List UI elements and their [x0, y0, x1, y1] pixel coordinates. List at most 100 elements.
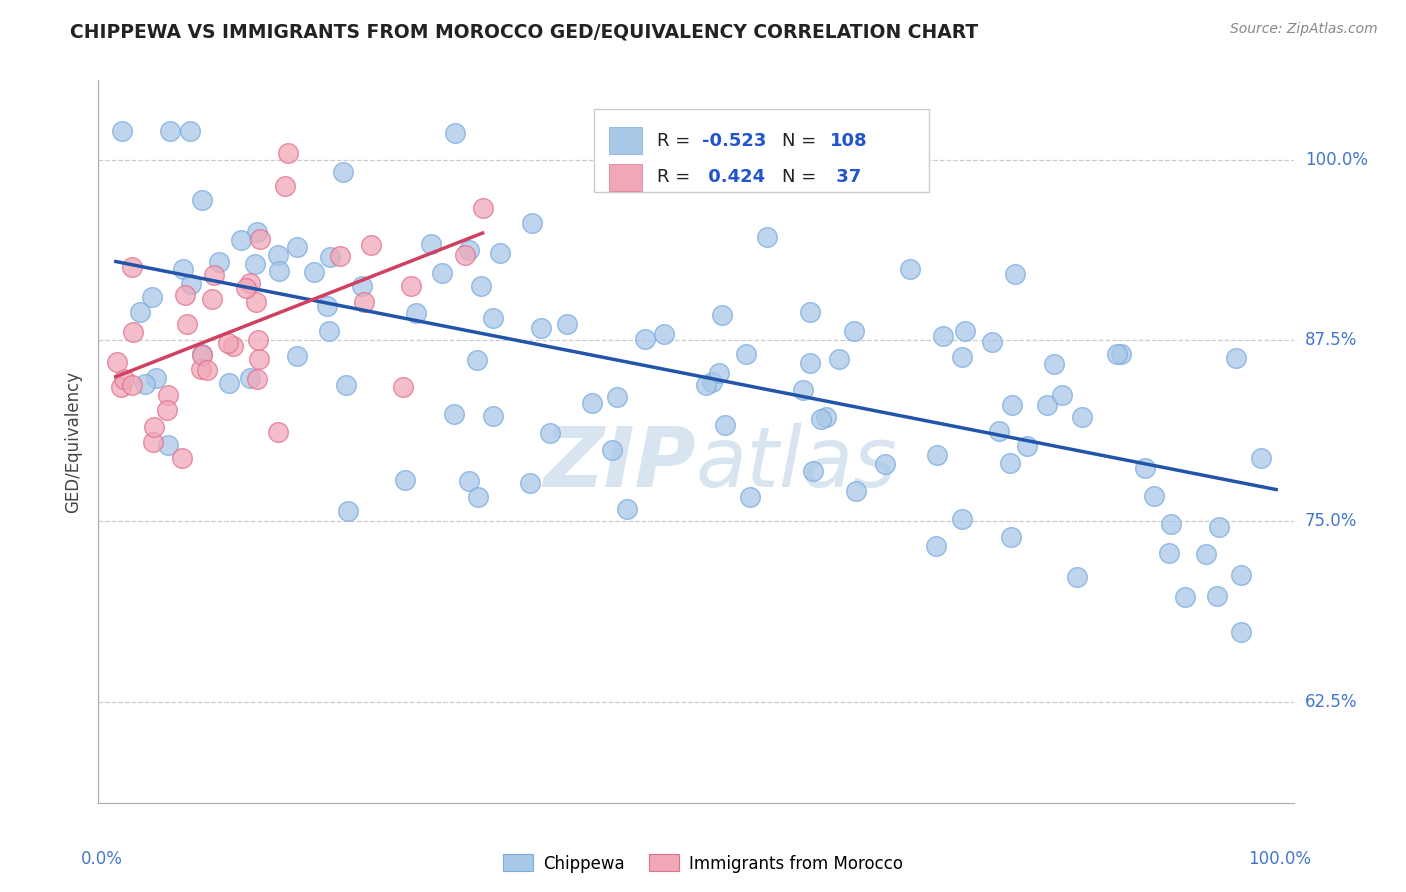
Point: [1015, 439, 1038, 453]
Point: [318, 324, 340, 338]
Point: [156, 403, 179, 417]
Point: [443, 126, 465, 140]
Legend: Chippewa, Immigrants from Morocco: Chippewa, Immigrants from Morocco: [496, 847, 910, 880]
Point: [222, 339, 245, 353]
Point: [799, 305, 821, 319]
Point: [319, 250, 342, 264]
Point: [239, 276, 262, 290]
Point: [274, 179, 297, 194]
Point: [457, 474, 479, 488]
Point: [520, 217, 543, 231]
Point: [927, 449, 949, 463]
Point: [266, 425, 288, 439]
Point: [1135, 461, 1157, 475]
Point: [530, 321, 553, 335]
Point: [336, 504, 359, 518]
Point: [538, 425, 561, 440]
Point: [925, 539, 948, 553]
Point: [801, 464, 824, 478]
Point: [302, 265, 325, 279]
Point: [1157, 546, 1180, 560]
Point: [145, 370, 167, 384]
FancyBboxPatch shape: [609, 127, 643, 154]
Point: [179, 124, 201, 138]
Text: 62.5%: 62.5%: [1305, 693, 1357, 711]
Point: [112, 372, 135, 386]
Point: [1050, 388, 1073, 402]
Point: [898, 262, 921, 277]
Point: [1250, 450, 1272, 465]
Point: [810, 412, 832, 426]
Point: [1195, 547, 1218, 561]
Point: [352, 278, 374, 293]
Point: [266, 247, 288, 261]
Point: [1230, 567, 1253, 582]
Point: [471, 201, 494, 215]
Point: [1043, 357, 1066, 371]
Point: [111, 124, 134, 138]
Point: [110, 380, 132, 394]
Point: [740, 490, 762, 504]
Text: R =: R =: [657, 169, 696, 186]
Point: [430, 266, 453, 280]
Point: [488, 245, 510, 260]
Point: [191, 348, 214, 362]
Text: 87.5%: 87.5%: [1305, 332, 1357, 350]
Point: [191, 347, 214, 361]
Point: [709, 366, 731, 380]
Text: 0.0%: 0.0%: [80, 850, 122, 868]
Y-axis label: GED/Equivalency: GED/Equivalency: [65, 370, 83, 513]
Point: [1225, 351, 1247, 365]
Point: [394, 473, 416, 487]
Text: 0.424: 0.424: [702, 169, 765, 186]
Point: [467, 490, 489, 504]
Point: [470, 278, 492, 293]
Point: [465, 353, 488, 368]
Point: [1208, 519, 1230, 533]
Point: [239, 370, 262, 384]
Point: [173, 288, 195, 302]
Point: [844, 324, 866, 338]
Point: [482, 409, 505, 424]
Point: [845, 484, 868, 499]
Point: [482, 311, 505, 326]
Point: [218, 376, 240, 390]
Point: [1143, 489, 1166, 503]
Point: [353, 295, 375, 310]
Point: [170, 450, 193, 465]
Point: [207, 255, 229, 269]
Point: [799, 356, 821, 370]
Point: [143, 420, 166, 434]
Point: [606, 390, 628, 404]
Point: [335, 377, 357, 392]
Point: [1109, 347, 1132, 361]
Point: [981, 334, 1004, 349]
Point: [142, 434, 165, 449]
Point: [1205, 589, 1227, 603]
Point: [399, 279, 422, 293]
Point: [734, 347, 756, 361]
Point: [245, 294, 267, 309]
Text: ZIP: ZIP: [543, 423, 696, 504]
Point: [519, 475, 541, 490]
Point: [121, 378, 143, 392]
Point: [172, 262, 194, 277]
Point: [105, 355, 128, 369]
Text: CHIPPEWA VS IMMIGRANTS FROM MOROCCO GED/EQUIVALENCY CORRELATION CHART: CHIPPEWA VS IMMIGRANTS FROM MOROCCO GED/…: [70, 22, 979, 41]
Point: [159, 124, 181, 138]
Point: [1070, 410, 1092, 425]
Point: [600, 442, 623, 457]
Point: [702, 375, 724, 389]
Point: [249, 351, 271, 366]
Point: [713, 418, 735, 433]
Point: [134, 377, 156, 392]
Point: [1000, 456, 1022, 470]
Point: [246, 225, 269, 239]
Point: [141, 290, 163, 304]
Point: [1000, 530, 1022, 544]
Text: -0.523: -0.523: [702, 132, 766, 150]
Point: [121, 325, 143, 339]
Point: [1066, 570, 1088, 584]
Point: [156, 387, 179, 401]
Point: [405, 305, 427, 319]
